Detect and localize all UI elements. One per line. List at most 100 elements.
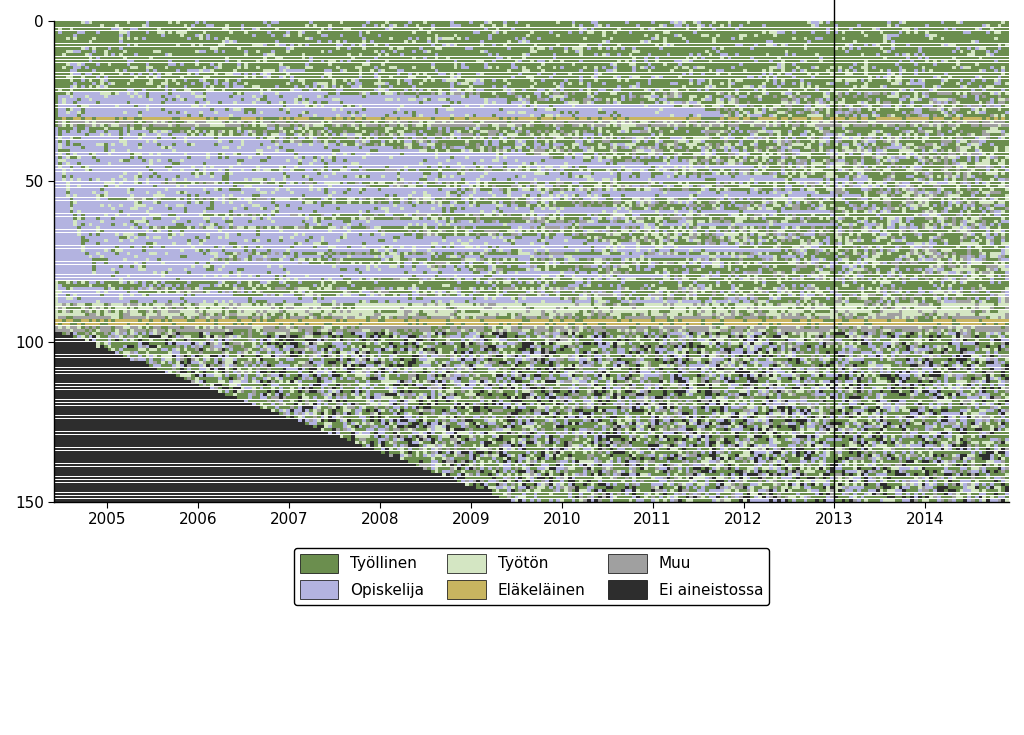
Bar bbox=[316, 345, 328, 348]
Bar bbox=[511, 396, 514, 399]
Bar bbox=[199, 345, 203, 348]
Bar bbox=[594, 403, 598, 406]
Bar bbox=[773, 73, 777, 75]
Bar bbox=[739, 490, 746, 492]
Bar bbox=[633, 268, 636, 270]
Bar bbox=[321, 130, 325, 133]
Bar bbox=[343, 396, 347, 399]
Bar bbox=[842, 140, 853, 143]
Bar bbox=[887, 123, 895, 126]
Bar bbox=[256, 111, 260, 114]
Bar bbox=[591, 467, 594, 470]
Bar bbox=[400, 201, 404, 204]
Bar bbox=[926, 345, 929, 348]
Bar bbox=[404, 165, 408, 168]
Bar bbox=[971, 368, 975, 370]
Bar bbox=[819, 365, 822, 367]
Bar bbox=[617, 243, 621, 245]
Bar bbox=[751, 441, 754, 444]
Bar bbox=[594, 457, 598, 460]
Bar bbox=[560, 297, 564, 300]
Bar bbox=[689, 454, 697, 456]
Bar bbox=[81, 306, 85, 309]
Bar bbox=[640, 348, 644, 351]
Bar bbox=[70, 169, 74, 171]
Bar bbox=[115, 252, 119, 255]
Bar bbox=[500, 123, 507, 126]
Bar bbox=[119, 351, 123, 354]
Bar bbox=[640, 297, 644, 300]
Bar bbox=[598, 313, 606, 316]
Bar bbox=[416, 184, 423, 187]
Bar bbox=[328, 34, 340, 37]
Bar bbox=[370, 409, 374, 412]
Bar bbox=[762, 76, 766, 79]
Bar bbox=[964, 290, 971, 293]
Bar bbox=[434, 143, 442, 146]
Bar bbox=[709, 143, 713, 146]
Bar bbox=[982, 361, 986, 364]
Bar bbox=[180, 278, 274, 281]
Bar bbox=[54, 188, 66, 190]
Bar bbox=[496, 483, 500, 486]
Bar bbox=[902, 95, 906, 98]
Bar bbox=[671, 396, 674, 399]
Bar bbox=[633, 445, 647, 447]
Bar bbox=[842, 403, 849, 406]
Bar bbox=[487, 143, 492, 146]
Bar bbox=[336, 114, 340, 117]
Bar bbox=[503, 403, 511, 406]
Bar bbox=[431, 268, 438, 270]
Bar bbox=[229, 182, 233, 184]
Bar bbox=[321, 220, 343, 223]
Bar bbox=[990, 226, 997, 229]
Bar bbox=[807, 175, 822, 178]
Bar bbox=[431, 464, 434, 467]
Bar bbox=[347, 60, 351, 62]
Bar bbox=[575, 348, 580, 351]
Bar bbox=[979, 287, 982, 290]
Bar bbox=[233, 82, 237, 85]
Bar bbox=[195, 43, 199, 46]
Bar bbox=[929, 34, 937, 37]
Bar bbox=[438, 201, 442, 204]
Bar bbox=[720, 54, 727, 56]
Bar bbox=[975, 445, 979, 447]
Bar bbox=[500, 156, 503, 159]
Bar bbox=[461, 255, 465, 258]
Bar bbox=[720, 207, 724, 210]
Bar bbox=[780, 390, 784, 392]
Bar bbox=[458, 255, 461, 258]
Bar bbox=[979, 108, 982, 110]
Bar bbox=[647, 467, 655, 470]
Bar bbox=[145, 358, 150, 361]
Bar bbox=[655, 355, 659, 357]
Bar bbox=[674, 294, 686, 296]
Bar bbox=[465, 339, 469, 341]
Bar bbox=[887, 304, 891, 306]
Bar bbox=[267, 43, 274, 46]
Bar bbox=[758, 229, 766, 232]
Bar bbox=[138, 326, 141, 329]
Bar bbox=[853, 229, 860, 232]
Bar bbox=[944, 348, 948, 351]
Bar bbox=[465, 368, 469, 370]
Bar bbox=[899, 153, 902, 155]
Bar bbox=[876, 403, 884, 406]
Bar bbox=[625, 451, 629, 453]
Bar bbox=[686, 297, 689, 300]
Bar bbox=[503, 445, 511, 447]
Bar bbox=[85, 217, 96, 220]
Bar bbox=[96, 313, 100, 316]
Bar bbox=[514, 431, 518, 434]
Bar bbox=[260, 380, 263, 383]
Bar bbox=[780, 309, 784, 312]
Bar bbox=[465, 156, 469, 159]
Bar bbox=[316, 104, 321, 107]
Bar bbox=[697, 169, 709, 171]
Bar bbox=[944, 490, 948, 492]
Bar bbox=[986, 165, 990, 168]
Bar bbox=[655, 409, 659, 412]
Bar bbox=[541, 396, 545, 399]
Bar bbox=[487, 165, 492, 168]
